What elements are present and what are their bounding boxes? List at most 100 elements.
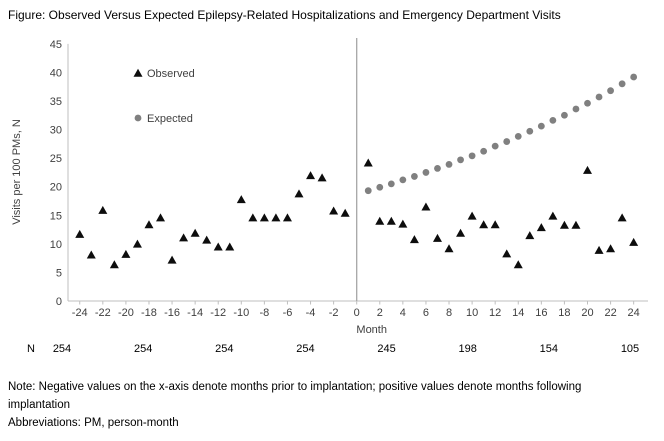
legend-observed-marker-icon [133,68,143,77]
x-tick-label: -12 [210,307,226,319]
observed-point [179,233,189,242]
observed-point [559,220,569,229]
x-tick-label: 22 [604,307,616,319]
x-tick-label: 0 [354,307,360,319]
x-tick-label: -4 [306,307,316,319]
x-axis-title: Month [356,324,387,336]
y-tick-label: 40 [50,67,62,79]
n-value: 254 [296,343,314,355]
observed-point [409,235,419,244]
observed-point [225,242,235,251]
observed-point [132,239,142,248]
y-tick-label: 15 [50,210,62,222]
figure-title: Figure: Observed Versus Expected Epileps… [8,8,561,22]
observed-point [190,228,200,237]
observed-point [548,211,558,220]
x-tick-label: -16 [164,307,180,319]
observed-point [479,220,489,229]
abbreviations-text: Abbreviations: PM, person-month [8,417,179,429]
expected-point [584,99,591,107]
observed-point [363,158,373,167]
observed-point [202,235,212,244]
y-tick-label: 35 [50,96,62,108]
x-tick-label: 8 [446,307,452,319]
expected-point [468,152,476,160]
expected-point [549,117,557,124]
x-tick-label: 20 [581,307,593,319]
expected-point [607,87,614,95]
observed-point [490,220,500,229]
x-tick-label: 2 [377,307,383,319]
n-value: 245 [377,343,395,355]
observed-point [467,211,477,220]
observed-point [444,244,454,253]
observed-point [375,216,385,225]
observed-point [340,208,350,217]
observed-point [329,206,339,215]
legend-observed-label: Observed [147,68,195,80]
observed-point [75,229,85,238]
observed-point [594,245,604,254]
observed-point [386,216,396,225]
y-tick-label: 5 [56,267,62,279]
x-tick-label: 18 [558,307,570,319]
expected-point [572,105,580,113]
observed-point [456,228,466,237]
n-value: 254 [215,343,233,355]
observed-point [306,171,316,180]
observed-point [109,260,119,269]
observed-point [421,202,431,211]
x-tick-label: 10 [466,307,478,319]
observed-point [213,242,223,251]
y-tick-label: 0 [56,296,62,308]
y-tick-label: 10 [50,239,62,251]
expected-point [457,156,464,164]
expected-point [537,122,545,130]
figure-notes: Note: Negative values on the x-axis deno… [8,378,640,432]
expected-point [514,133,522,140]
observed-point [167,255,177,264]
note-text: Note: Negative values on the x-axis deno… [8,381,582,411]
n-value: 198 [459,343,477,355]
expected-point [618,80,626,88]
y-tick-label: 30 [50,125,62,137]
observed-point [432,233,442,242]
x-tick-label: -6 [283,307,293,319]
y-tick-label: 20 [50,182,62,194]
x-tick-label: 12 [489,307,501,319]
n-value: 254 [53,343,71,355]
observed-point [86,250,96,259]
observed-point [513,260,523,269]
observed-point [271,213,281,222]
expected-point [364,187,372,195]
y-axis-title: Visits per 100 PMs, N [11,119,23,225]
observed-point [294,189,304,198]
x-tick-label: 14 [512,307,524,319]
n-row-label: N [27,343,35,355]
expected-point [445,161,453,168]
n-value: 154 [540,343,558,355]
observed-point [502,249,512,258]
observed-point [398,219,408,228]
legend-expected-label: Expected [147,113,193,125]
observed-point [536,223,546,232]
expected-point [411,173,418,180]
observed-point [606,244,616,253]
x-tick-label: -8 [259,307,269,319]
observed-point [571,220,581,229]
expected-point [491,142,499,150]
x-tick-label: 24 [628,307,640,319]
n-value: 254 [134,343,152,355]
observed-point [236,195,246,204]
y-tick-label: 45 [50,39,62,51]
observed-point [583,165,592,174]
n-value: 105 [621,343,639,355]
expected-point [387,180,395,188]
observed-point [156,213,166,222]
observed-point [629,237,639,246]
x-tick-label: -2 [329,307,339,319]
observed-point [248,213,258,222]
observed-point [617,213,627,222]
